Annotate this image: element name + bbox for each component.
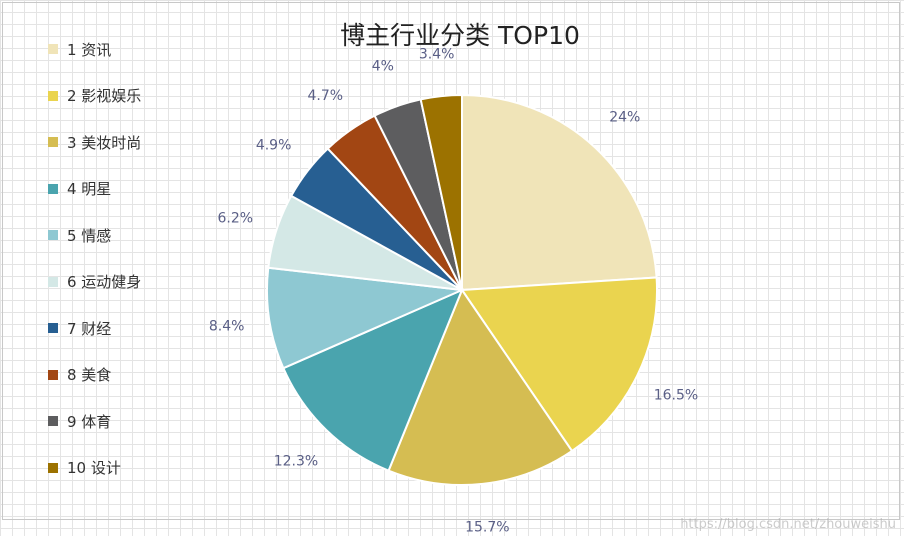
legend-label: 6 运动健身: [67, 273, 142, 291]
legend-label: 4 明星: [67, 180, 112, 198]
legend-item: 10 设计: [48, 457, 121, 479]
data-label: 4.9%: [256, 138, 292, 154]
legend-item: 5 情感: [48, 224, 111, 246]
legend-label: 7 财经: [67, 319, 112, 338]
pie-slice: [460, 276, 658, 453]
legend-swatch: [48, 137, 58, 147]
data-label: 4.7%: [307, 88, 343, 104]
legend-swatch: [48, 369, 58, 380]
legend-item: 2 影视娱乐: [48, 85, 141, 107]
legend-item: 7 财经: [48, 317, 111, 339]
pie-slice: [387, 287, 574, 486]
legend-item: 1 资讯: [48, 38, 111, 60]
data-label: 12.3%: [274, 454, 318, 470]
data-label: 15.7%: [465, 520, 509, 536]
legend-swatch: [48, 416, 58, 426]
legend-swatch: [48, 230, 58, 240]
pie-slice: [266, 266, 466, 370]
legend-swatch: [48, 276, 58, 287]
data-label: 24%: [609, 109, 640, 125]
legend-item: 3 美妆时尚: [48, 131, 141, 153]
legend-item: 6 运动健身: [48, 271, 141, 293]
data-label: 3.4%: [419, 46, 455, 62]
data-label: 8.4%: [209, 318, 245, 334]
legend-swatch: [48, 323, 58, 333]
pie-slice: [461, 93, 658, 292]
legend-label: 8 美食: [67, 366, 112, 384]
legend-item: 8 美食: [48, 364, 111, 386]
legend-item: 9 体育: [48, 410, 111, 432]
data-label: 4%: [372, 59, 394, 75]
legend-label: 9 体育: [67, 412, 112, 431]
legend-item: 4 明星: [48, 178, 111, 200]
legend-swatch: [48, 44, 58, 54]
legend-label: 10 设计: [67, 459, 121, 477]
legend-swatch: [48, 462, 58, 473]
legend-label: 2 影视娱乐: [67, 87, 142, 105]
data-label: 16.5%: [654, 387, 698, 403]
legend-swatch: [48, 183, 58, 194]
legend-swatch: [48, 90, 58, 101]
legend-label: 1 资讯: [67, 40, 112, 59]
legend-label: 3 美妆时尚: [67, 133, 142, 152]
legend-label: 5 情感: [67, 226, 112, 245]
watermark: https://blog.csdn.net/zhouweishu: [680, 517, 896, 532]
chart-title: 博主行业分类 TOP10: [340, 21, 580, 50]
pie-slice: [419, 93, 463, 291]
data-label: 6.2%: [217, 211, 253, 227]
pie-slice: [282, 288, 464, 472]
